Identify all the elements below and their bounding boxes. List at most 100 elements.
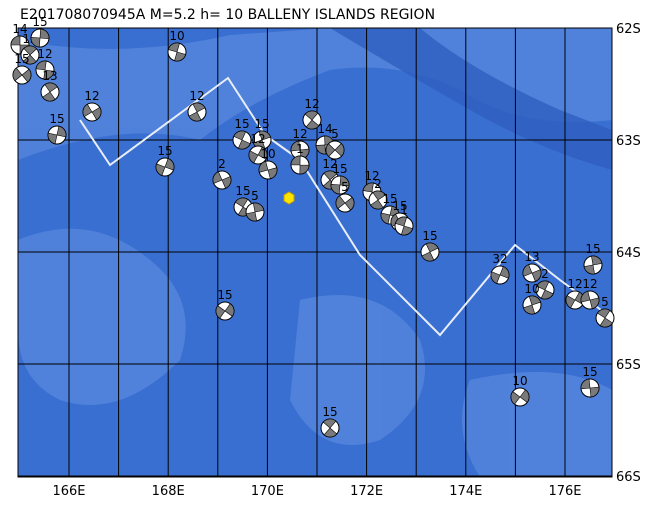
- compression-quadrant: [304, 110, 320, 130]
- longitude-label: 168E: [152, 484, 185, 499]
- latitude-label: 62S: [616, 22, 641, 37]
- focal-mechanism: 1: [290, 142, 310, 175]
- focal-mechanism: 14: [315, 122, 335, 155]
- compression-quadrant: [597, 308, 613, 328]
- focal-mechanism: 15: [330, 162, 350, 195]
- depth-label: 15: [234, 117, 249, 131]
- compression-quadrant: [42, 82, 58, 102]
- longitude-label: 166E: [52, 484, 85, 499]
- depth-label: 5: [251, 189, 259, 203]
- focal-mechanism: 5: [335, 180, 355, 213]
- depth-label: 15: [585, 242, 600, 256]
- focal-mechanism: 10: [510, 374, 530, 407]
- compression-quadrant: [188, 102, 206, 122]
- compression-quadrant: [421, 242, 439, 262]
- focal-mechanism: 15: [215, 288, 235, 321]
- compression-quadrant: [580, 378, 600, 398]
- depth-label: 12: [292, 127, 307, 141]
- compression-quadrant: [330, 175, 350, 195]
- depth-label: 2: [218, 157, 226, 171]
- focal-mechanism: 12: [82, 89, 102, 122]
- focal-mechanism: 2: [368, 177, 388, 210]
- depth-label: 32: [492, 252, 507, 266]
- longitude-label: 174E: [449, 484, 482, 499]
- depth-label: 10: [512, 374, 527, 388]
- focal-mechanism: 15: [580, 365, 600, 398]
- focal-mechanism: 12: [248, 132, 268, 165]
- focal-mechanism: 2: [535, 267, 555, 300]
- depth-label: 13: [42, 69, 57, 83]
- compression-quadrant: [155, 158, 175, 176]
- depth-label: 12: [250, 132, 265, 146]
- focal-mechanism: 12: [35, 47, 55, 80]
- depth-label: 12: [364, 169, 379, 183]
- compression-quadrant: [35, 60, 55, 80]
- depth-label: 15: [217, 288, 232, 302]
- depth-label: 10: [260, 147, 275, 161]
- focal-mechanism: 13: [522, 250, 542, 283]
- compression-quadrant: [22, 45, 38, 65]
- depth-label: 15: [582, 365, 597, 379]
- compression-quadrant: [167, 42, 187, 62]
- compression-quadrant: [536, 280, 554, 300]
- compression-quadrant: [233, 130, 251, 150]
- focal-mechanism: 12: [580, 277, 600, 310]
- depth-label: 2: [374, 177, 382, 191]
- focal-mechanism: 2: [212, 157, 232, 190]
- compression-quadrant: [583, 255, 603, 275]
- depth-label: 15: [157, 144, 172, 158]
- focal-mechanism: 15: [47, 112, 67, 145]
- depth-label: 15: [422, 229, 437, 243]
- depth-label: 1: [400, 203, 408, 217]
- focal-mechanism: 15: [155, 144, 175, 177]
- depth-label: 15: [14, 52, 29, 66]
- focal-mechanism: 10: [258, 147, 278, 180]
- focal-mechanism: 10: [167, 29, 187, 62]
- focal-mechanism: 15: [420, 229, 440, 262]
- focal-mechanism: 5: [325, 127, 345, 160]
- depth-label: 15: [32, 15, 47, 29]
- depth-label: 15: [235, 184, 250, 198]
- depth-label: 12: [322, 157, 337, 171]
- compression-quadrant: [395, 216, 413, 236]
- focal-mechanism: 12: [187, 89, 207, 122]
- depth-label: 15: [382, 192, 397, 206]
- compression-quadrant: [490, 266, 510, 284]
- depth-label: 15: [254, 117, 269, 131]
- focal-mechanism: 15: [232, 117, 252, 150]
- focal-mechanism: 12: [290, 127, 310, 160]
- compression-quadrant: [510, 389, 530, 405]
- compression-quadrant: [30, 28, 50, 48]
- epicenter: [283, 191, 295, 205]
- compression-quadrant: [325, 143, 345, 157]
- frame: [17, 27, 613, 478]
- depth-label: 1: [296, 142, 304, 156]
- compression-quadrant: [215, 303, 235, 319]
- depth-label: 15: [392, 199, 407, 213]
- depth-label: 12: [582, 277, 597, 291]
- focal-mechanism: 15: [380, 192, 400, 225]
- compression-quadrant: [212, 171, 232, 189]
- depth-label: 5: [331, 127, 339, 141]
- depth-label: 12: [84, 89, 99, 103]
- depth-label: 12: [37, 47, 52, 61]
- trough: [330, 28, 612, 170]
- focal-mechanism: 13: [40, 69, 60, 102]
- depth-label: 5: [341, 180, 349, 194]
- focal-mechanism: 12: [565, 277, 585, 310]
- compression-quadrant: [522, 264, 542, 282]
- compression-quadrant: [335, 195, 355, 211]
- compression-quadrant: [322, 418, 338, 438]
- focal-mechanism: 15: [30, 15, 50, 48]
- plate-boundary: [79, 76, 613, 337]
- longitude-label: 176E: [548, 484, 581, 499]
- focal-mechanism: 5: [245, 189, 265, 222]
- compression-quadrant: [523, 295, 541, 315]
- focal-mechanism: 15: [12, 52, 32, 85]
- focal-mechanism: 12: [302, 97, 322, 130]
- compression-quadrant: [580, 290, 600, 310]
- depth-label: 2: [541, 267, 549, 281]
- depth-label: 15: [332, 162, 347, 176]
- depth-label: 5: [601, 295, 609, 309]
- compression-quadrant: [370, 190, 386, 210]
